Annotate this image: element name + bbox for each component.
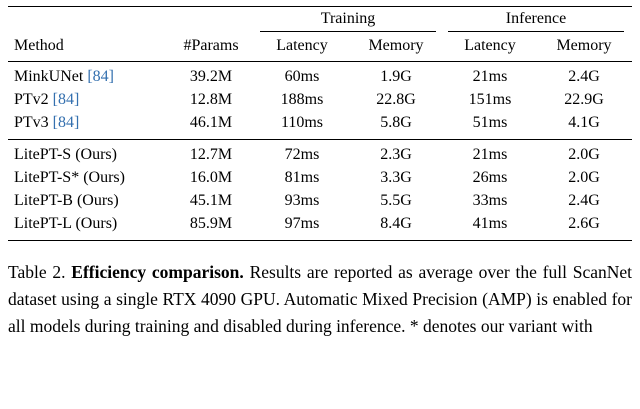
inference-memory-cell: 2.0G — [568, 146, 600, 163]
table-row: PTv2 [84] 12.8M 188ms 22.8G 151ms 22.9G — [8, 88, 632, 111]
train-memory-cell: 22.8G — [376, 91, 416, 108]
column-header-params: #Params — [183, 37, 239, 54]
params-cell: 16.0M — [189, 169, 233, 186]
citation-link[interactable]: [84] — [48, 114, 80, 131]
train-latency-cell: 110ms — [280, 114, 324, 131]
method-name: LitePT-S* (Ours) — [14, 169, 125, 186]
train-latency-cell: 81ms — [284, 169, 320, 186]
caption-text: Results are reported as average over the… — [8, 262, 633, 336]
method-cell: LitePT-B (Ours) — [8, 189, 166, 212]
paper-page: Training Inference Method #Params Latenc… — [8, 6, 632, 340]
train-memory-cell: 5.8G — [380, 114, 412, 131]
train-latency-cell: 97ms — [284, 215, 320, 232]
table-caption: Table 2. Efficiency comparison. Results … — [8, 259, 632, 340]
train-latency-cell: 93ms — [284, 192, 320, 209]
method-cell: LitePT-S* (Ours) — [8, 166, 166, 189]
caption-bold-title: Efficiency comparison. — [71, 262, 244, 282]
table-top-rule — [8, 6, 632, 7]
table-mid-rule-2 — [8, 139, 632, 140]
inference-memory-cell: 2.6G — [568, 215, 600, 232]
table-row: LitePT-B (Ours) 45.1M 93ms 5.5G 33ms 2.4G — [8, 189, 632, 212]
method-cell: LitePT-S (Ours) — [8, 143, 166, 166]
train-memory-cell: 8.4G — [380, 215, 412, 232]
table-row: LitePT-L (Ours) 85.9M 97ms 8.4G 41ms 2.6G — [8, 212, 632, 235]
inference-latency-cell: 33ms — [472, 192, 508, 209]
citation-link[interactable]: [84] — [48, 91, 80, 108]
training-group-label: Training — [320, 10, 376, 27]
train-memory-cell: 2.3G — [380, 146, 412, 163]
inference-latency-cell: 21ms — [472, 68, 508, 85]
params-cell: 39.2M — [189, 68, 233, 85]
method-name: LitePT-L (Ours) — [14, 215, 118, 232]
inference-memory-cell: 22.9G — [564, 91, 604, 108]
train-memory-cell: 3.3G — [380, 169, 412, 186]
params-cell: 85.9M — [189, 215, 233, 232]
method-cell: PTv3 [84] — [8, 111, 166, 134]
inference-latency-cell: 51ms — [472, 114, 508, 131]
table-group-header-row: Training Inference — [8, 7, 632, 32]
inference-memory-cell: 2.4G — [568, 192, 600, 209]
method-cell: LitePT-L (Ours) — [8, 212, 166, 235]
inference-latency-cell: 26ms — [472, 169, 508, 186]
efficiency-table: Training Inference Method #Params Latenc… — [8, 6, 632, 241]
method-name: PTv2 — [14, 91, 49, 108]
table-mid-rule-1 — [8, 61, 632, 62]
method-cell: MinkUNet [84] — [8, 65, 166, 88]
inference-memory-cell: 2.0G — [568, 169, 600, 186]
method-name: LitePT-S (Ours) — [14, 146, 117, 163]
column-header-method: Method — [14, 37, 64, 54]
params-cell: 12.7M — [189, 146, 233, 163]
train-latency-cell: 60ms — [284, 68, 320, 85]
column-header-inference-latency: Latency — [464, 37, 516, 54]
params-cell: 45.1M — [189, 192, 233, 209]
method-name: LitePT-B (Ours) — [14, 192, 119, 209]
inference-group-label: Inference — [505, 10, 567, 27]
training-group-header: Training — [260, 10, 436, 32]
column-header-train-latency: Latency — [276, 37, 328, 54]
baseline-rows: MinkUNet [84] 39.2M 60ms 1.9G 21ms 2.4G PTv2 [… — [8, 62, 632, 139]
citation-link[interactable]: [84] — [83, 68, 114, 85]
table-bottom-rule — [8, 240, 632, 241]
inference-group-header: Inference — [448, 10, 624, 32]
table-row: PTv3 [84] 46.1M 110ms 5.8G 51ms 4.1G — [8, 111, 632, 134]
table-column-header-row: Method #Params Latency Memory Latency Me… — [8, 32, 632, 61]
train-latency-cell: 72ms — [284, 146, 320, 163]
method-cell: PTv2 [84] — [8, 88, 166, 111]
column-header-inference-memory: Memory — [556, 37, 612, 54]
inference-memory-cell: 2.4G — [568, 68, 600, 85]
method-name: PTv3 — [14, 114, 49, 131]
train-latency-cell: 188ms — [280, 91, 324, 108]
inference-memory-cell: 4.1G — [568, 114, 600, 131]
inference-latency-cell: 151ms — [468, 91, 512, 108]
params-cell: 46.1M — [189, 114, 233, 131]
params-cell: 12.8M — [189, 91, 233, 108]
train-memory-cell: 5.5G — [380, 192, 412, 209]
ours-rows: LitePT-S (Ours) 12.7M 72ms 2.3G 21ms 2.0G Lite… — [8, 140, 632, 240]
caption-label: Table 2. — [8, 262, 72, 282]
table-row: LitePT-S (Ours) 12.7M 72ms 2.3G 21ms 2.0G — [8, 143, 632, 166]
table-row: LitePT-S* (Ours) 16.0M 81ms 3.3G 26ms 2.0G — [8, 166, 632, 189]
method-name: MinkUNet — [14, 68, 84, 85]
column-header-train-memory: Memory — [368, 37, 424, 54]
inference-latency-cell: 41ms — [472, 215, 508, 232]
inference-latency-cell: 21ms — [472, 146, 508, 163]
table-row: MinkUNet [84] 39.2M 60ms 1.9G 21ms 2.4G — [8, 65, 632, 88]
train-memory-cell: 1.9G — [380, 68, 412, 85]
